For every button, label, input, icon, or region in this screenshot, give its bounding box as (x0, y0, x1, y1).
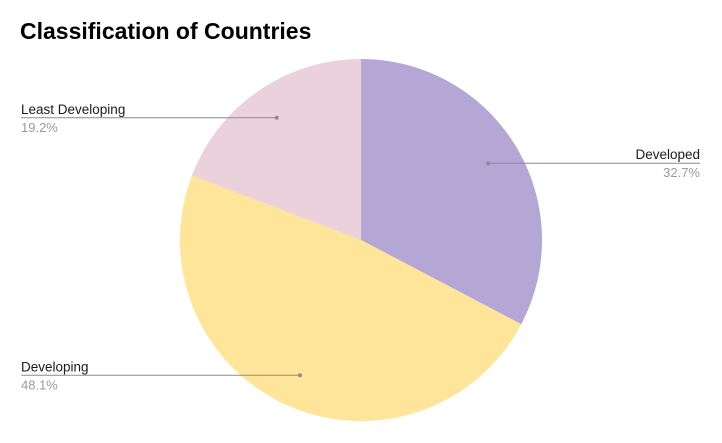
slice-label-developed: Developed (635, 147, 700, 162)
pie-slice-developed (361, 59, 542, 325)
pie-slice-least-developing (191, 59, 361, 240)
slice-labels: Developed 32.7% Developing 48.1% Least Devel… (21, 102, 700, 392)
slice-percent-least-developing: 19.2% (21, 120, 58, 135)
slice-label-developing: Developing (21, 359, 89, 374)
pie-slices (179, 59, 542, 422)
slice-percent-developed: 32.7% (663, 165, 700, 180)
slice-percent-developing: 48.1% (21, 377, 58, 392)
leader-lines (21, 115, 700, 378)
chart-title: Classification of Countries (20, 18, 311, 44)
slice-label-least-developing: Least Developing (21, 102, 125, 117)
pie-slice-developing (179, 175, 522, 422)
